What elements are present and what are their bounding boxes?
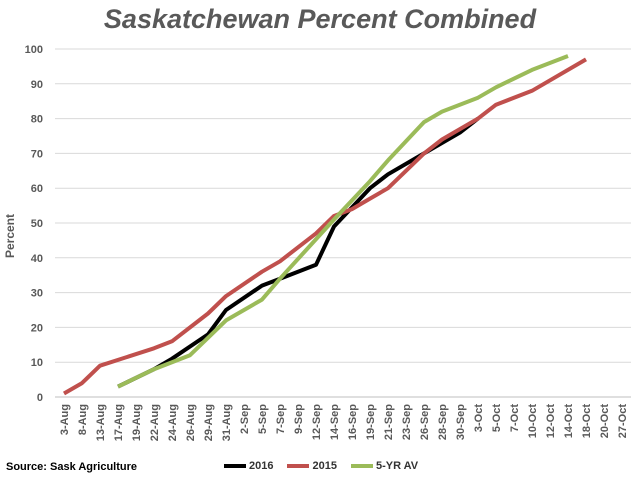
y-axis-label: Percent bbox=[3, 214, 17, 258]
y-tick-label: 10 bbox=[31, 357, 43, 369]
series-line-2016 bbox=[117, 117, 480, 389]
x-tick-label: 29-Aug bbox=[203, 404, 215, 441]
legend-item-2015: 2015 bbox=[287, 460, 337, 472]
series-lines bbox=[62, 54, 588, 396]
x-tick-label: 19-Sep bbox=[365, 404, 377, 440]
legend-swatch-2016 bbox=[224, 464, 246, 468]
x-tick-label: 14-Oct bbox=[563, 404, 575, 439]
x-tick-label: 5-Sep bbox=[257, 404, 269, 434]
y-axis-ticks: 0 10 20 30 40 50 60 70 80 90 100 bbox=[25, 44, 43, 404]
x-tick-label: 28-Sep bbox=[437, 404, 449, 440]
legend-label-5yr-av: 5-YR AV bbox=[375, 460, 419, 472]
x-tick-label: 14-Sep bbox=[329, 404, 341, 440]
legend-swatch-5yr-av bbox=[350, 464, 373, 468]
x-tick-label: 10-Oct bbox=[527, 404, 539, 439]
x-tick-label: 26-Aug bbox=[185, 404, 197, 441]
y-tick-label: 0 bbox=[37, 392, 43, 404]
y-tick-label: 50 bbox=[31, 218, 43, 230]
x-tick-label: 7-Sep bbox=[275, 404, 287, 434]
x-tick-label: 19-Aug bbox=[131, 404, 143, 441]
x-tick-label: 2-Sep bbox=[239, 404, 251, 434]
x-tick-label: 22-Aug bbox=[149, 404, 161, 441]
series-line-5-yr-av bbox=[117, 54, 569, 389]
legend-label-2016: 2016 bbox=[249, 460, 274, 472]
legend: 2016 2015 5-YR AV bbox=[224, 460, 418, 472]
x-tick-label: 26-Sep bbox=[419, 404, 431, 440]
x-tick-label: 27-Oct bbox=[617, 404, 629, 439]
y-tick-label: 30 bbox=[31, 288, 43, 300]
series-line-2015 bbox=[62, 57, 588, 396]
legend-item-5yr-av: 5-YR AV bbox=[350, 460, 419, 472]
gridlines bbox=[55, 48, 631, 363]
x-tick-label: 17-Aug bbox=[113, 404, 125, 441]
legend-item-2016: 2016 bbox=[224, 460, 273, 472]
x-tick-label: 12-Oct bbox=[545, 404, 557, 439]
y-tick-label: 70 bbox=[31, 148, 43, 160]
x-tick-label: 21-Sep bbox=[383, 404, 395, 440]
x-tick-label: 3-Aug bbox=[59, 404, 71, 435]
x-tick-label: 30-Sep bbox=[455, 404, 467, 440]
x-tick-label: 5-Oct bbox=[491, 404, 503, 432]
y-tick-label: 40 bbox=[31, 253, 43, 265]
legend-label-2015: 2015 bbox=[312, 460, 337, 472]
y-tick-label: 80 bbox=[31, 114, 43, 126]
chart-title: Saskatchewan Percent Combined bbox=[103, 4, 537, 34]
x-tick-label: 12-Sep bbox=[311, 404, 323, 440]
x-tick-label: 20-Oct bbox=[599, 404, 611, 439]
legend-swatch-2015 bbox=[287, 464, 310, 468]
y-tick-label: 60 bbox=[31, 183, 43, 195]
line-chart: 0 10 20 30 40 50 60 70 80 90 100 3-Aug 8-Aug 13-Aug 1… bbox=[3, 44, 631, 442]
x-tick-label: 13-Aug bbox=[95, 404, 107, 441]
x-tick-label: 8-Aug bbox=[77, 404, 89, 435]
x-tick-label: 3-Oct bbox=[473, 404, 485, 432]
x-tick-label: 31-Aug bbox=[221, 404, 233, 441]
source-note: Source: Sask Agriculture bbox=[6, 461, 138, 473]
x-tick-label: 9-Sep bbox=[293, 404, 305, 434]
x-tick-label: 23-Sep bbox=[401, 404, 413, 440]
x-tick-label: 16-Sep bbox=[347, 404, 359, 440]
x-tick-label: 18-Oct bbox=[581, 404, 593, 439]
x-tick-label: 24-Aug bbox=[167, 404, 179, 441]
y-tick-label: 100 bbox=[25, 44, 43, 56]
x-axis-ticks: 3-Aug 8-Aug 13-Aug 17-Aug 19-Aug 22-Aug 24-Aug… bbox=[59, 404, 629, 442]
y-tick-label: 20 bbox=[31, 322, 43, 334]
y-tick-label: 90 bbox=[31, 79, 43, 91]
x-tick-label: 7-Oct bbox=[509, 404, 521, 432]
